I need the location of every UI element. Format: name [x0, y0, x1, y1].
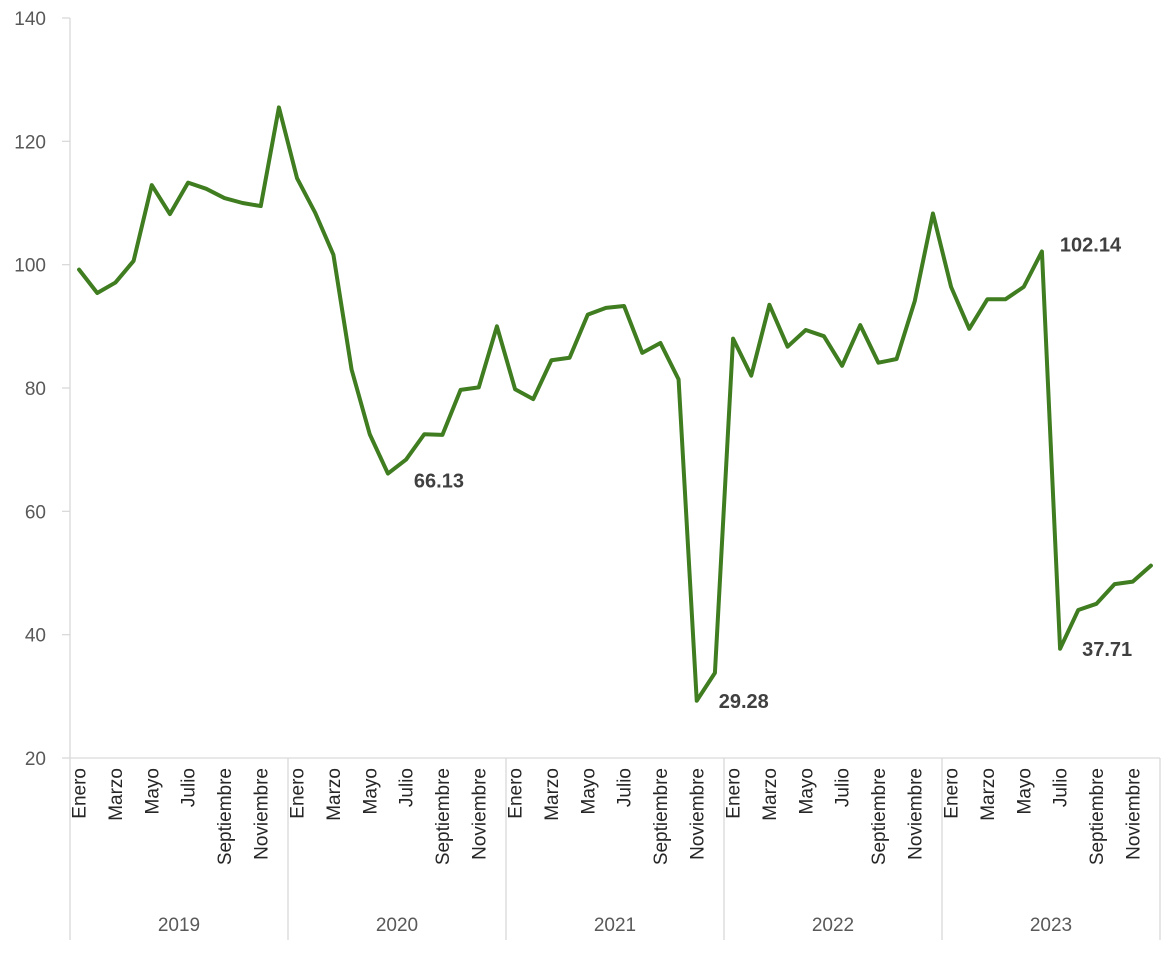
- x-tick-label: Enero: [288, 768, 309, 819]
- year-label: 2022: [812, 915, 854, 936]
- y-tick-label: 80: [25, 379, 46, 400]
- x-tick-label: Enero: [506, 768, 527, 819]
- x-axis-year-groups: 2019 2020 2021 2022 2023: [158, 758, 1161, 940]
- x-tick-label: Julio: [615, 768, 636, 807]
- data-label: 66.13: [414, 471, 464, 493]
- x-tick-label: Marzo: [106, 768, 127, 821]
- x-tick-label: Septiembre: [433, 768, 454, 865]
- y-tick-label: 140: [14, 9, 46, 30]
- x-tick-label: Noviembre: [1123, 768, 1144, 860]
- x-tick-label: Septiembre: [1087, 768, 1108, 865]
- data-label: 29.28: [719, 691, 769, 713]
- y-tick-label: 100: [14, 256, 46, 277]
- y-tick-label: 60: [25, 502, 46, 523]
- x-tick-label: Marzo: [324, 768, 345, 821]
- axes: [69, 18, 1160, 940]
- x-tick-label: Noviembre: [469, 768, 490, 860]
- x-tick-label: Julio: [1051, 768, 1072, 807]
- year-label: 2021: [594, 915, 636, 936]
- x-tick-label: Mayo: [578, 768, 599, 814]
- x-tick-label: Septiembre: [651, 768, 672, 865]
- x-tick-label: Julio: [397, 768, 418, 807]
- x-tick-label: Enero: [942, 768, 963, 819]
- year-label: 2023: [1030, 915, 1072, 936]
- x-tick-label: Marzo: [542, 768, 563, 821]
- data-labels: 66.13 29.28 102.14 37.71: [414, 234, 1132, 712]
- x-tick-label: Mayo: [142, 768, 163, 814]
- x-tick-label: Marzo: [760, 768, 781, 821]
- x-axis-month-labels: Enero Marzo Mayo Julio Septiembre Noviembre En…: [70, 768, 1145, 865]
- x-tick-label: Marzo: [978, 768, 999, 821]
- data-label: 37.71: [1082, 639, 1132, 661]
- series-line: [77, 105, 1153, 703]
- data-label: 102.14: [1060, 234, 1122, 256]
- x-tick-label: Mayo: [360, 768, 381, 814]
- x-tick-label: Septiembre: [215, 768, 236, 865]
- year-label: 2020: [376, 915, 418, 936]
- x-tick-label: Septiembre: [869, 768, 890, 865]
- x-tick-label: Noviembre: [687, 768, 708, 860]
- x-tick-label: Mayo: [1014, 768, 1035, 814]
- x-tick-label: Noviembre: [251, 768, 272, 860]
- y-tick-label: 40: [25, 626, 46, 647]
- x-tick-label: Julio: [833, 768, 854, 807]
- x-tick-label: Noviembre: [905, 768, 926, 860]
- year-label: 2019: [158, 915, 200, 936]
- x-tick-label: Julio: [179, 768, 200, 807]
- x-tick-label: Enero: [70, 768, 91, 819]
- y-tick-label: 20: [25, 749, 46, 770]
- y-tick-label: 120: [14, 132, 46, 153]
- y-axis-ticks: 20 40 60 80 100 120 140: [14, 9, 70, 770]
- x-tick-label: Enero: [724, 768, 745, 819]
- x-tick-label: Mayo: [796, 768, 817, 814]
